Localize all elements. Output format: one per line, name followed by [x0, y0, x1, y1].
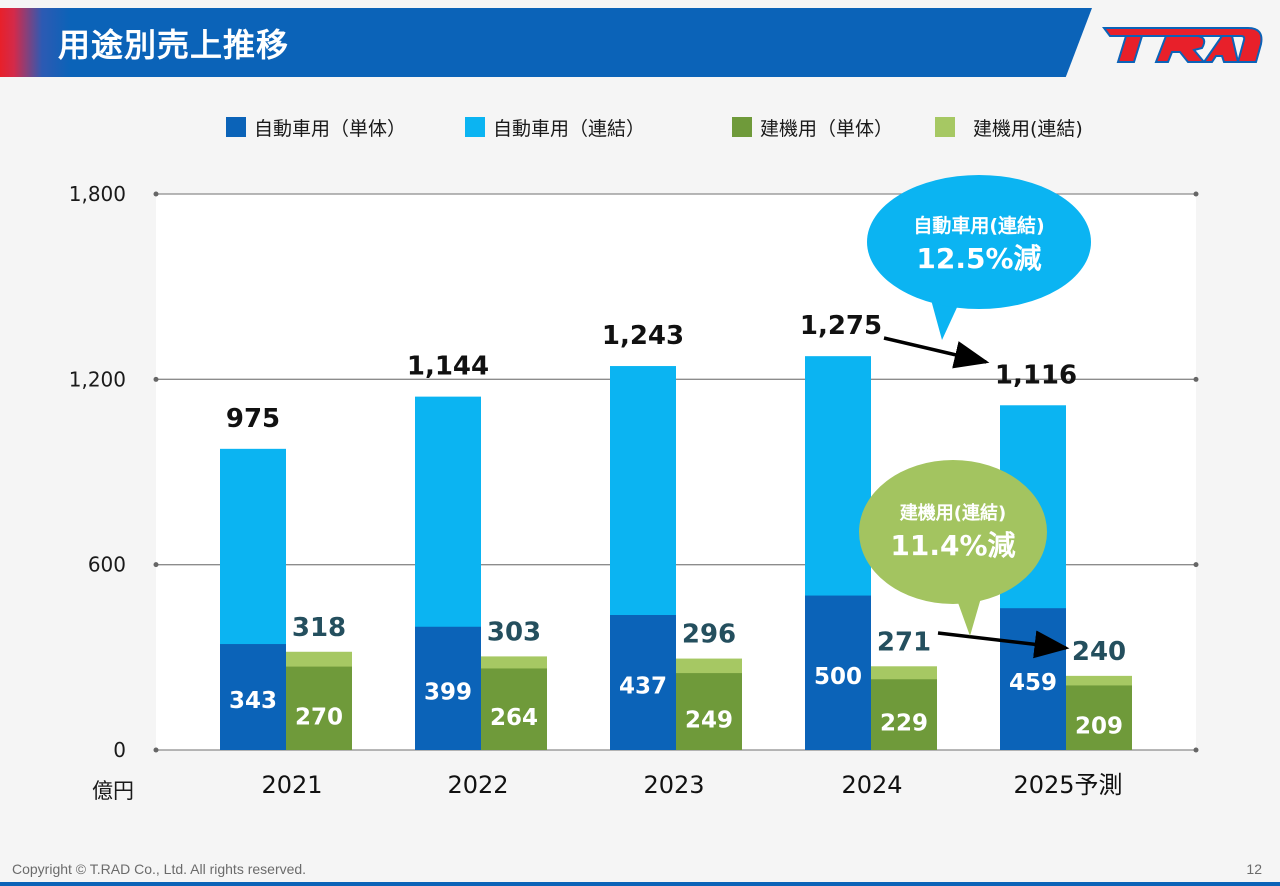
x-category-label: 2021: [261, 771, 322, 799]
tick-marker: [1193, 191, 1199, 197]
bar-machinery-single: [1066, 685, 1132, 750]
data-label-auto-total: 1,116: [995, 360, 1077, 390]
data-label-machinery-single: 249: [685, 708, 733, 734]
data-label-auto-total: 1,275: [800, 311, 882, 341]
legend-item-auto-single: 自動車用（単体）: [226, 112, 406, 142]
legend-item-machinery-single: 建機用（単体）: [732, 112, 893, 142]
tick-marker: [153, 562, 159, 568]
copyright-text: Copyright © T.RAD Co., Ltd. All rights r…: [12, 861, 307, 877]
data-label-auto-single: 399: [424, 679, 472, 705]
callout-text: 自動車用(連結): [913, 214, 1044, 237]
trend-arrow: [883, 336, 990, 369]
bar-auto-single: [610, 615, 676, 750]
page-title: 用途別売上推移: [58, 26, 290, 64]
bar-auto-single: [220, 644, 286, 750]
y-tick-label: 600: [88, 553, 126, 577]
data-label-auto-single: 500: [814, 664, 862, 690]
legend-item-machinery-consolidated: 建機用(連結): [935, 112, 1083, 142]
y-tick-label: 1,200: [69, 367, 126, 391]
tick-marker: [153, 376, 159, 382]
callout-bubble: [859, 460, 1047, 604]
data-label-auto-total: 1,243: [602, 321, 684, 351]
data-label-auto-single: 343: [229, 688, 277, 714]
bar-machinery-single: [286, 666, 352, 750]
y-tick-label: 0: [113, 738, 126, 762]
footer-line: [0, 882, 1280, 886]
data-label-auto-total: 975: [226, 404, 280, 434]
legend-label: 建機用(連結): [973, 117, 1083, 140]
data-label-machinery-total: 296: [682, 620, 736, 650]
legend-label: 建機用（単体）: [760, 117, 894, 140]
bar-machinery-single: [871, 679, 937, 750]
tick-marker: [1193, 376, 1199, 382]
page-number: 12: [1246, 861, 1262, 877]
legend-swatch: [732, 117, 752, 137]
bar-auto-single: [805, 595, 871, 750]
data-label-machinery-total: 271: [877, 627, 931, 657]
data-label-machinery-single: 264: [490, 705, 538, 731]
legend-swatch: [465, 117, 485, 137]
tick-marker: [1193, 747, 1199, 753]
bar-machinery-single: [676, 673, 742, 750]
legend-label: 自動車用（単体）: [254, 117, 407, 140]
callout-text: 11.4%減: [890, 529, 1015, 562]
tick-marker: [153, 747, 159, 753]
y-tick-label: 1,800: [69, 182, 126, 206]
data-label-machinery-single: 270: [295, 704, 343, 730]
trend-arrow: [937, 630, 1070, 659]
callout-text: 12.5%減: [916, 242, 1041, 275]
bar-auto-single: [415, 626, 481, 750]
legend-swatch: [226, 117, 246, 137]
data-label-machinery-single: 209: [1075, 714, 1123, 740]
chart-legend: 自動車用（単体） 自動車用（連結） 建機用（単体） 建機用(連結): [0, 112, 1280, 142]
x-category-label: 2025予測: [1013, 771, 1122, 799]
trad-logo: [1102, 27, 1263, 63]
x-category-label: 2023: [643, 771, 704, 799]
legend-item-auto-consolidated: 自動車用（連結）: [465, 112, 645, 142]
data-label-auto-single: 437: [619, 674, 667, 700]
data-label-auto-total: 1,144: [407, 352, 489, 382]
data-label-auto-single: 459: [1009, 670, 1057, 696]
y-axis-unit: 億円: [92, 779, 134, 803]
x-category-label: 2022: [447, 771, 508, 799]
legend-swatch: [935, 117, 955, 137]
data-label-machinery-total: 303: [487, 617, 541, 647]
data-label-machinery-total: 318: [292, 613, 346, 643]
header-band: [0, 8, 1092, 77]
data-label-machinery-single: 229: [880, 711, 928, 737]
tick-marker: [153, 191, 159, 197]
data-label-machinery-total: 240: [1072, 637, 1126, 667]
legend-label: 自動車用（連結）: [493, 117, 646, 140]
bar-machinery-single: [481, 668, 547, 750]
callout-text: 建機用(連結): [900, 502, 1006, 524]
callout-bubble: [867, 175, 1091, 309]
tick-marker: [1193, 562, 1199, 568]
x-category-label: 2024: [841, 771, 902, 799]
